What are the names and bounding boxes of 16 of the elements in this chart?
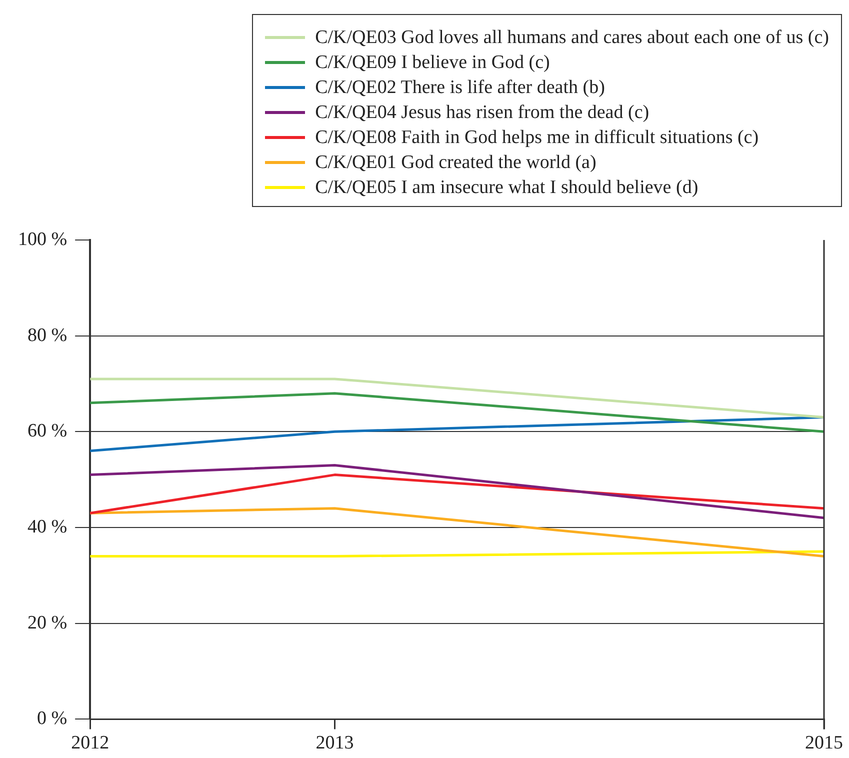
y-tick-label: 40 %: [28, 516, 68, 538]
x-tick-label: 2013: [316, 732, 354, 754]
x-tick-label: 2012: [71, 732, 110, 754]
x-tick-label: 2015: [805, 732, 843, 754]
y-tick-label: 60 %: [28, 420, 68, 442]
y-tick-label: 0 %: [37, 708, 68, 730]
y-tick-label: 80 %: [28, 324, 68, 346]
legend-label: C/K/QE05 I am insecure what I should believe (d): [315, 176, 698, 198]
y-tick-label: 20 %: [28, 612, 68, 634]
legend-label: C/K/QE08 Faith in God helps me in difficult situations (c): [315, 126, 759, 148]
legend-label: C/K/QE09 I believe in God (c): [315, 52, 550, 74]
legend-label: C/K/QE03 God loves all humans and cares about each one of us (c): [315, 26, 829, 48]
legend-label: C/K/QE01 God created the world (a): [315, 152, 596, 174]
legend-label: C/K/QE04 Jesus has risen from the dead (c): [315, 102, 650, 124]
legend-label: C/K/QE02 There is life after death (b): [315, 76, 605, 98]
y-tick-label: 100 %: [18, 228, 68, 250]
